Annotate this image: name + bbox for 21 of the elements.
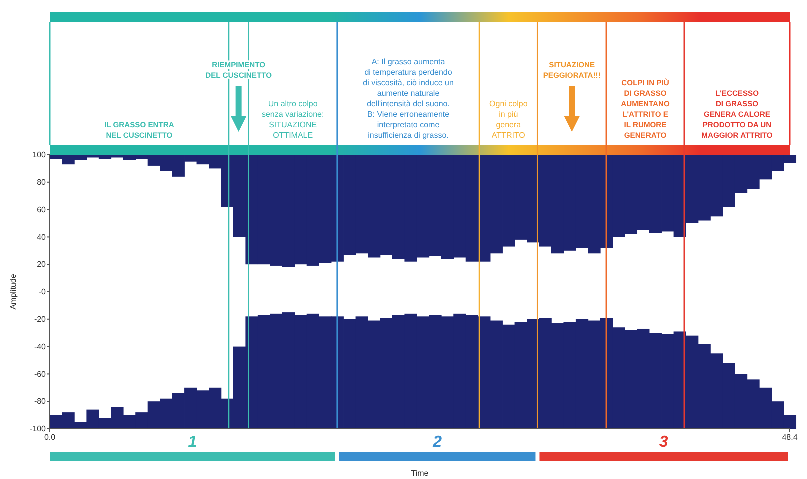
x-axis-title: Time (411, 469, 430, 478)
y-tick-label: 20 (37, 260, 47, 270)
text: Ogni colpo in più genera ATTRITO (490, 100, 528, 140)
y-tick-label: 60 (37, 205, 47, 214)
y-tick-label: -60 (34, 370, 47, 379)
y-tick-label: -100 (30, 424, 47, 434)
text: 3 (659, 434, 668, 451)
y-tick-label: -0 (38, 288, 47, 297)
y-tick-label: -80 (34, 397, 47, 406)
text: A: Il grasso aumenta di temperatura perdendo di viscosità, ciò induce un aumente naturale dell'intensità del suono. B: Viene erroneamente interpretato come insufficienza di grasso. (363, 58, 454, 140)
text: 2 (432, 434, 442, 451)
x-tick-label: 0.0 (44, 433, 56, 442)
y-tick-label: 80 (37, 178, 47, 187)
text: Un altro colpo senza variazione: SITUAZIONE OTTIMALE (262, 100, 324, 140)
y-tick-label: 100 (32, 150, 47, 160)
y-tick-label: -40 (34, 342, 47, 352)
y-tick-label: 40 (37, 232, 47, 242)
y-axis-title: Amplitude (9, 274, 18, 310)
y-tick-label: -20 (34, 314, 47, 324)
text: 1 (188, 434, 198, 451)
x-tick-label: 48.4 (782, 433, 798, 442)
